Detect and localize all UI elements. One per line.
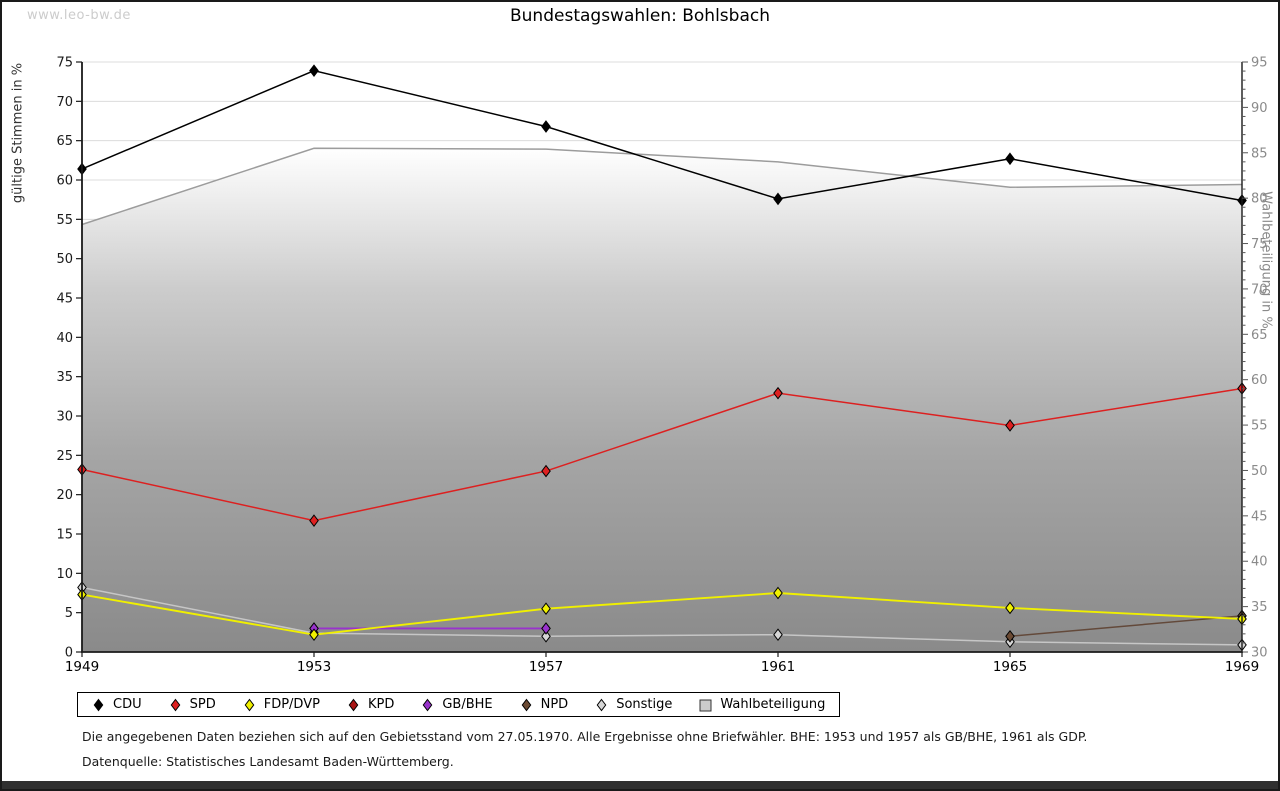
svg-text:40: 40	[1251, 555, 1268, 570]
svg-text:35: 35	[56, 370, 73, 385]
bottom-bar	[2, 781, 1278, 789]
data-point-FDP/DVP-1953	[309, 628, 319, 642]
svg-text:25: 25	[56, 449, 73, 464]
legend-label: Wahlbeteiligung	[720, 697, 826, 712]
legend-item-npd: NPD	[520, 697, 569, 712]
legend-label: GB/BHE	[442, 697, 493, 712]
legend-item-fdp-dvp: FDP/DVP	[243, 697, 320, 712]
legend-label: NPD	[540, 697, 569, 712]
legend-item-wahlbeteiligung: Wahlbeteiligung	[699, 697, 825, 712]
svg-text:10: 10	[56, 567, 73, 582]
data-point-FDP/DVP-1965	[1005, 601, 1015, 615]
series-wahlbeteiligung	[81, 147, 1243, 226]
svg-text:1965: 1965	[993, 659, 1027, 675]
square-marker-icon	[699, 699, 712, 711]
data-point-SPD-1965	[1005, 419, 1015, 432]
svg-text:1953: 1953	[297, 659, 331, 675]
data-point-SPD-1953	[309, 514, 319, 527]
svg-text:70: 70	[1251, 282, 1268, 297]
svg-text:65: 65	[1251, 328, 1268, 343]
svg-text:75: 75	[56, 56, 73, 71]
svg-text:1969: 1969	[1225, 659, 1259, 675]
axis-ticks-and-labels: 0 5 10 15 20 25 30 35 40 45 50 55 60 65 70 75 30 35 40 45 50…	[56, 56, 1267, 676]
svg-text:50: 50	[56, 252, 73, 267]
svg-text:5: 5	[65, 606, 73, 621]
diamond-marker-icon	[93, 698, 104, 711]
legend-label: SPD	[189, 697, 216, 712]
svg-text:85: 85	[1251, 146, 1268, 161]
diamond-marker-icon	[596, 698, 607, 711]
svg-text:40: 40	[56, 331, 73, 346]
legend-item-spd: SPD	[169, 697, 216, 712]
svg-text:90: 90	[1251, 101, 1268, 116]
data-point-CDU-1953	[309, 64, 319, 77]
data-point-CDU-1965	[1005, 152, 1015, 166]
svg-text:80: 80	[1251, 192, 1268, 207]
data-point-SPD-1961	[773, 386, 783, 400]
series-cdu	[77, 64, 1247, 207]
legend-item-sonstige: Sonstige	[595, 697, 672, 712]
footnote-datenquelle: Datenquelle: Statistisches Landesamt Bad…	[82, 754, 454, 769]
diamond-marker-icon	[521, 698, 531, 711]
svg-text:1961: 1961	[761, 659, 795, 675]
diamond-marker-icon	[170, 698, 180, 711]
diamond-marker-icon	[422, 698, 433, 711]
legend-item-kpd: KPD	[347, 697, 394, 712]
svg-text:75: 75	[1251, 237, 1268, 252]
svg-text:1949: 1949	[65, 659, 99, 675]
legend-item-cdu: CDU	[92, 697, 142, 712]
svg-text:0: 0	[65, 646, 73, 661]
turnout-area-group	[82, 148, 1242, 652]
svg-text:20: 20	[56, 488, 73, 503]
svg-text:30: 30	[56, 410, 73, 425]
legend-label: KPD	[367, 697, 395, 712]
legend-label: Sonstige	[616, 697, 673, 712]
data-point-CDU-1961	[773, 192, 783, 206]
svg-text:65: 65	[56, 134, 73, 149]
svg-text:55: 55	[1251, 419, 1268, 434]
data-point-Sonstige-1961	[773, 628, 783, 642]
data-point-FDP/DVP-1957	[541, 602, 551, 616]
svg-text:35: 35	[1251, 600, 1268, 615]
data-point-FDP/DVP-1961	[773, 586, 783, 600]
svg-text:30: 30	[1251, 646, 1268, 661]
data-point-GB/BHE-1957	[541, 622, 551, 635]
diamond-marker-icon	[244, 698, 255, 711]
data-point-CDU-1957	[541, 120, 551, 133]
legend-label: CDU	[113, 697, 142, 712]
site-watermark: www.leo-bw.de	[27, 8, 131, 23]
svg-text:60: 60	[1251, 373, 1268, 388]
diamond-marker-icon	[348, 698, 359, 711]
svg-text:55: 55	[56, 213, 73, 228]
svg-text:45: 45	[56, 292, 73, 307]
footnote-gebietsstand: Die angegebenen Daten beziehen sich auf …	[82, 729, 1088, 744]
data-point-SPD-1957	[541, 464, 551, 478]
svg-text:70: 70	[56, 95, 73, 110]
svg-text:50: 50	[1251, 464, 1268, 479]
chart-title: Bundestagswahlen: Bohlsbach	[510, 6, 770, 26]
legend-label: FDP/DVP	[263, 697, 320, 712]
series-fdp-dvp	[77, 586, 1247, 642]
data-point-Sonstige-1957	[541, 629, 551, 643]
turnout-area	[82, 148, 1242, 652]
legend-item-gb-bhe: GB/BHE	[421, 697, 493, 712]
data-point-NPD-1965	[1005, 629, 1015, 643]
svg-text:1957: 1957	[529, 659, 563, 675]
legend: CDU SPD FDP/DVP KPD GB/BHE NPD Sonstige Wahlbet…	[77, 692, 841, 717]
svg-text:95: 95	[1251, 56, 1268, 71]
svg-text:15: 15	[56, 528, 73, 543]
svg-text:60: 60	[56, 174, 73, 189]
axes	[81, 62, 1243, 653]
svg-text:45: 45	[1251, 509, 1268, 524]
